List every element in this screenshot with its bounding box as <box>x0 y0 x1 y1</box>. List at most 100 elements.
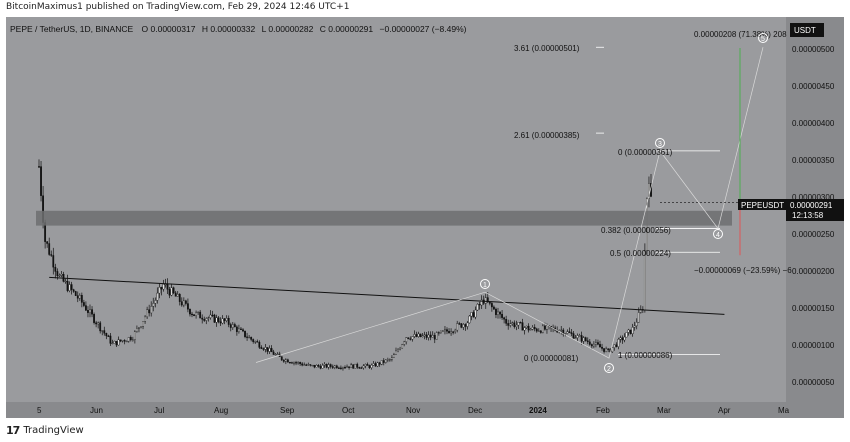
chart-frame[interactable]: PEPE / TetherUS, 1D, BINANCE O 0.0000031… <box>6 17 844 418</box>
candle-body <box>217 317 220 322</box>
time-tick: Apr <box>718 406 731 415</box>
candle-body <box>52 255 55 268</box>
candle-body <box>582 337 585 342</box>
candle-body <box>388 359 391 361</box>
candle-body <box>631 327 634 335</box>
candle-body <box>148 309 151 314</box>
candle-body <box>433 335 436 340</box>
candle-body <box>195 312 197 317</box>
candle-body <box>380 360 383 365</box>
time-tick: Dec <box>468 406 482 415</box>
candle-body <box>590 344 593 347</box>
candle-body <box>85 305 87 311</box>
candle-body <box>419 333 422 337</box>
candle-body <box>101 330 104 332</box>
candle-body <box>170 287 173 296</box>
last-price-bg <box>786 199 844 221</box>
candle-body <box>146 309 149 318</box>
candle-body <box>384 359 387 363</box>
candle-body <box>350 364 353 368</box>
price-tick: 0.00000150 <box>792 304 835 313</box>
candle-body <box>444 329 446 332</box>
candle-body <box>560 329 563 331</box>
candle-body <box>213 314 216 323</box>
candle-body <box>129 337 132 341</box>
candle-body <box>50 254 53 256</box>
candle-body <box>415 334 418 337</box>
candle-body <box>643 250 646 311</box>
descending-trendline <box>49 276 725 315</box>
candle-body <box>423 334 426 336</box>
candle-body <box>64 280 67 283</box>
candle-body <box>344 367 346 369</box>
candle-body <box>131 339 134 341</box>
candle-body <box>648 183 650 199</box>
candle-body <box>268 348 271 352</box>
candle-body <box>501 313 503 318</box>
candle-body <box>187 303 189 310</box>
price-tick: 0.00000400 <box>792 119 835 128</box>
candle-body <box>623 336 626 341</box>
candle-body <box>242 329 244 332</box>
support-zone <box>36 210 732 226</box>
candle-body <box>588 341 591 345</box>
candle-body <box>258 341 261 348</box>
candle-body <box>193 314 195 317</box>
candle-body <box>397 349 399 352</box>
candle-body <box>521 322 524 331</box>
candle-body <box>291 362 293 364</box>
candle-body <box>301 363 304 366</box>
candle-body <box>537 330 540 332</box>
legend-symbol: PEPE / TetherUS, 1D, BINANCE <box>10 24 133 34</box>
svg-text:PEPE / TetherUS, 1D, BINANCE: PEPE / TetherUS, 1D, BINANCE O 0.0000031… <box>10 24 467 34</box>
candle-body <box>435 332 438 340</box>
candle-body <box>468 315 471 324</box>
candle-body <box>309 364 312 366</box>
candle-body <box>601 346 603 349</box>
candle-body <box>219 321 222 324</box>
candle-body <box>307 364 310 366</box>
footer-brand: TradingView <box>23 425 84 436</box>
candle-body <box>529 329 532 331</box>
candle-body <box>162 284 165 290</box>
candle-body <box>123 340 126 342</box>
candle-body <box>401 344 404 349</box>
candle-body <box>546 325 548 330</box>
candle-body <box>448 331 450 334</box>
candle-body <box>611 347 614 353</box>
candle-body <box>599 344 601 348</box>
candle-body <box>260 347 263 349</box>
currency-badge: USDT <box>794 26 816 35</box>
wave-5-label: 5 <box>761 36 765 43</box>
candle-body <box>295 362 297 364</box>
wave-5-marker <box>758 33 768 43</box>
candle-body <box>535 328 538 332</box>
tradingview-logo-icon: 17 <box>6 424 20 437</box>
candle-body <box>113 341 116 344</box>
legend-open-label: O <box>142 24 149 34</box>
time-tick: Nov <box>406 406 420 415</box>
candle-body <box>262 348 265 350</box>
candle-body <box>452 331 455 333</box>
candle-body <box>82 302 85 306</box>
legend-low-label: L <box>262 24 267 34</box>
candle-body <box>613 344 616 348</box>
candle-body <box>635 321 638 327</box>
candle-body <box>442 330 444 332</box>
candle-body <box>586 340 589 343</box>
candle-body <box>136 328 138 332</box>
candle-body <box>203 319 206 321</box>
candle-body <box>497 311 499 315</box>
candle-body <box>541 325 544 333</box>
candle-body <box>539 330 542 333</box>
candle-body <box>629 329 632 335</box>
candle-body <box>605 348 608 352</box>
candle-body <box>246 336 248 338</box>
candle-body <box>454 329 457 333</box>
candle-body <box>46 241 49 244</box>
candle-body <box>58 275 61 277</box>
candle-body <box>60 274 63 276</box>
candle-body <box>233 324 236 328</box>
price-chart[interactable]: PEPE / TetherUS, 1D, BINANCE O 0.0000031… <box>6 17 844 418</box>
overlays-layer <box>36 46 786 363</box>
